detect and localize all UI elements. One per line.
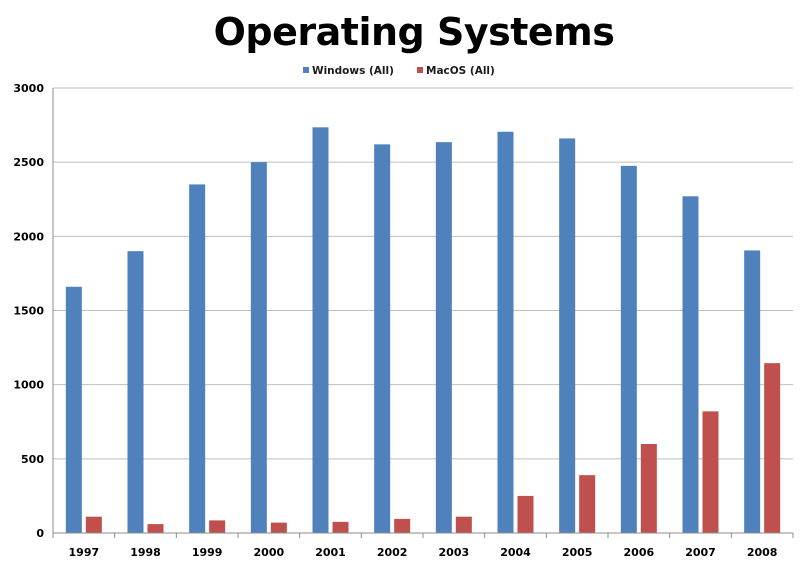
bar-macos-2005: [579, 475, 596, 533]
bar-macos-2006: [640, 444, 657, 533]
y-tick-label: 1000: [13, 379, 44, 392]
x-tick-label: 1999: [192, 546, 223, 559]
y-tick-label: 1500: [13, 305, 44, 318]
x-tick-label: 2003: [439, 546, 470, 559]
bar-windows-1997: [65, 286, 82, 533]
legend-swatch: [303, 67, 309, 73]
x-tick-label: 2000: [254, 546, 285, 559]
bar-macos-2003: [455, 516, 472, 533]
x-tick-label: 1998: [130, 546, 161, 559]
bar-windows-2000: [250, 162, 267, 533]
bars: [65, 127, 781, 534]
legend: Windows (All) MacOS (All): [303, 65, 495, 77]
legend-label: Windows (All): [312, 65, 394, 77]
bar-windows-2004: [497, 131, 514, 533]
bar-windows-2002: [374, 144, 391, 533]
y-tick-label: 3000: [13, 82, 44, 95]
y-tick-label: 500: [21, 453, 44, 466]
x-tick-label: 2004: [500, 546, 531, 559]
x-tick-label: 2008: [747, 546, 778, 559]
bar-windows-1998: [127, 251, 144, 533]
x-tick-label: 2002: [377, 546, 408, 559]
bar-windows-1999: [189, 184, 206, 533]
bar-macos-2000: [270, 522, 287, 533]
axes: 0 500 1000 1500 2000 2500 3000 1997 1998 1999 2000…: [13, 82, 794, 559]
x-tick-label: 1997: [69, 546, 100, 559]
x-tick-label: 2001: [315, 546, 346, 559]
bar-macos-1997: [85, 516, 102, 533]
bar-macos-1998: [147, 524, 164, 533]
legend-swatch: [417, 67, 423, 73]
x-tick-label: 2007: [685, 546, 716, 559]
bar-windows-2001: [312, 127, 329, 533]
bar-macos-2002: [394, 518, 411, 533]
y-tick-label: 2500: [13, 156, 44, 169]
gridlines: [53, 87, 793, 460]
y-tick-label: 2000: [13, 230, 44, 243]
y-tick-label: 0: [36, 527, 44, 540]
bar-macos-1999: [209, 520, 226, 533]
legend-label: MacOS (All): [426, 65, 495, 77]
chart-title: Operating Systems: [213, 10, 615, 54]
bar-macos-2004: [517, 495, 534, 533]
bar-windows-2006: [620, 165, 637, 533]
x-tick-label: 2006: [624, 546, 655, 559]
bar-windows-2003: [435, 142, 452, 533]
bar-windows-2008: [744, 250, 761, 534]
bar-macos-2008: [764, 363, 781, 533]
x-tick-label: 2005: [562, 546, 593, 559]
bar-macos-2007: [702, 411, 719, 533]
bar-windows-2007: [682, 196, 699, 534]
bar-windows-2005: [559, 138, 576, 533]
bar-macos-2001: [332, 521, 349, 533]
